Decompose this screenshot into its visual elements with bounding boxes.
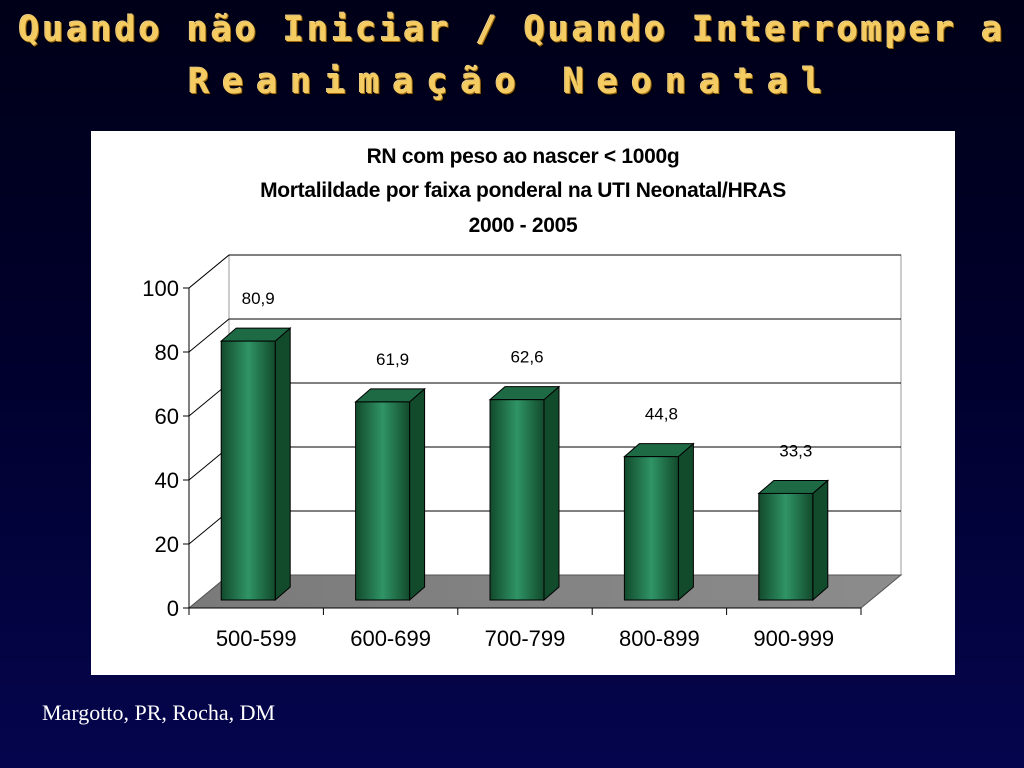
data-label: 62,6: [510, 348, 543, 367]
bar-side: [409, 387, 426, 602]
data-label: 33,3: [779, 441, 812, 460]
y-tick-label: 80: [155, 340, 179, 365]
y-tick-label: 20: [155, 532, 179, 557]
y-tick-label: 0: [167, 596, 179, 621]
chart-title-line-1: RN com peso ao nascer < 1000g: [366, 145, 680, 168]
gridline-side: [188, 318, 230, 353]
x-category-label: 800-899: [619, 626, 700, 651]
y-tick-label: 60: [155, 404, 179, 429]
chart-title-line-2: Mortalildade por faixa ponderal na UTI N…: [260, 179, 786, 202]
chart-panel: RN com peso ao nascer < 1000g Mortalilda…: [91, 131, 955, 675]
bar-chart: 0 20 40 60 80 100 80,9 61,9 62,6 44,8 33,3 500-599 6…: [142, 253, 903, 651]
bar: [758, 492, 814, 601]
data-label: 44,8: [645, 405, 678, 424]
x-category-label: 600-699: [350, 626, 431, 651]
bar: [220, 340, 276, 601]
x-category-label: 700-799: [485, 626, 566, 651]
bar-side: [543, 385, 560, 602]
bar-side: [812, 479, 829, 602]
x-category-label: 500-599: [216, 626, 297, 651]
data-label: 80,9: [242, 289, 275, 308]
gridline-side: [188, 254, 230, 289]
bar-side: [274, 327, 291, 602]
chart-title-line-3: 2000 - 2005: [468, 214, 578, 237]
y-tick-label: 40: [155, 468, 179, 493]
data-label: 61,9: [376, 350, 409, 369]
y-tick-label: 100: [142, 276, 179, 301]
bar: [623, 456, 679, 601]
bar: [355, 401, 411, 601]
bar-side: [677, 442, 694, 602]
source-credit: Margotto, PR, Rocha, DM: [42, 700, 276, 725]
x-category-label: 900-999: [753, 626, 834, 651]
bar: [489, 399, 545, 601]
slide-title-line-2: Reanimação Neonatal: [188, 62, 836, 102]
slide-title-line-1: Quando não Iniciar / Quando Interromper …: [18, 10, 1006, 50]
